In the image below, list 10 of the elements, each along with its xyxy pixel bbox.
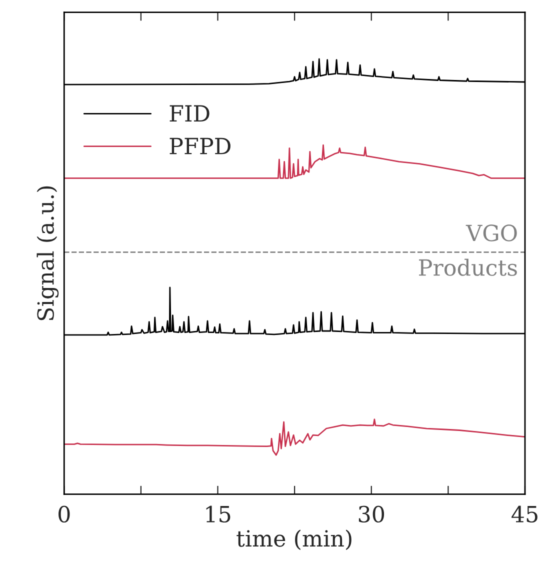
x-tick-label: 0 (58, 506, 70, 523)
x-tick-label: 15 (206, 506, 230, 523)
x-axis-title: time (min) (236, 530, 352, 550)
y-axis-title: Signal (a.u.) (36, 186, 59, 320)
legend-label: FID (170, 105, 210, 122)
ref-line-label: VGO (466, 224, 517, 242)
x-tick-label: 30 (358, 506, 384, 523)
annotation: Products (419, 258, 517, 276)
legend-label: PFPD (170, 138, 230, 154)
x-tick-label: 45 (512, 506, 538, 523)
